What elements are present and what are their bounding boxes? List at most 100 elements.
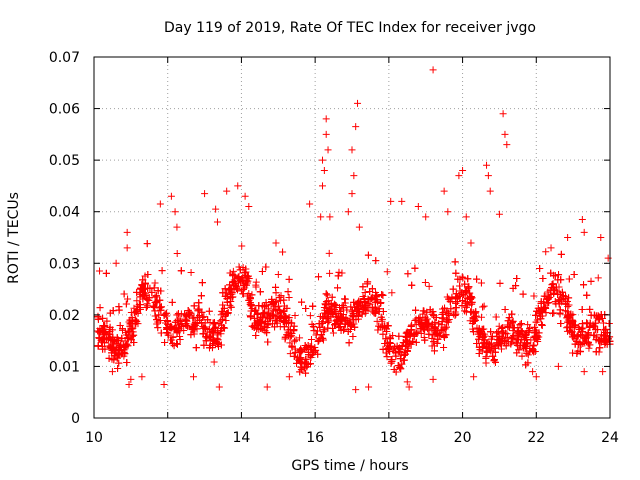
data-point	[248, 291, 256, 299]
data-point	[497, 345, 505, 353]
data-point	[318, 319, 326, 327]
data-point	[339, 304, 347, 312]
data-point	[325, 249, 333, 257]
data-point	[404, 270, 412, 278]
data-point	[412, 306, 420, 314]
data-point	[366, 288, 374, 296]
data-point	[479, 303, 487, 311]
data-point	[279, 248, 287, 256]
data-point	[118, 325, 126, 333]
data-point	[550, 289, 558, 297]
data-point	[190, 330, 198, 338]
data-point	[590, 331, 598, 339]
data-point	[551, 272, 559, 280]
data-point	[164, 320, 172, 328]
data-point	[597, 234, 605, 241]
data-point	[373, 317, 381, 325]
data-point	[377, 313, 385, 321]
y-tick-label: 0.04	[49, 205, 80, 221]
data-point	[296, 348, 304, 356]
data-point	[584, 329, 592, 337]
data-point	[562, 307, 570, 315]
data-point	[403, 328, 411, 336]
data-point	[200, 324, 208, 332]
data-point	[356, 308, 364, 316]
data-point	[425, 326, 433, 334]
data-point	[253, 310, 261, 318]
data-point	[309, 302, 317, 310]
data-point	[355, 297, 363, 305]
data-point	[151, 279, 159, 287]
data-point	[508, 310, 516, 318]
data-point	[257, 313, 265, 321]
data-point	[592, 326, 600, 334]
data-point	[200, 341, 208, 349]
data-point	[470, 373, 478, 381]
data-point	[241, 192, 249, 200]
data-point	[302, 304, 310, 312]
data-point	[411, 316, 419, 324]
data-point	[144, 284, 152, 292]
data-point	[495, 332, 503, 340]
data-point	[518, 352, 526, 360]
data-point	[235, 274, 243, 282]
data-point	[260, 303, 268, 311]
data-point	[184, 322, 192, 330]
data-point	[219, 301, 227, 309]
data-point	[579, 339, 587, 347]
data-point	[463, 295, 471, 303]
data-point	[400, 356, 408, 364]
data-point	[573, 337, 581, 345]
data-point	[319, 156, 327, 164]
data-point	[387, 197, 395, 205]
data-point	[473, 339, 481, 347]
data-point	[587, 311, 595, 319]
data-point	[539, 274, 547, 282]
data-point	[209, 329, 217, 337]
data-point	[543, 299, 551, 307]
data-point	[421, 315, 429, 323]
data-point	[246, 294, 254, 302]
data-point	[537, 298, 545, 306]
data-point	[461, 280, 469, 288]
data-point	[381, 323, 389, 331]
data-point	[428, 335, 436, 343]
data-point	[105, 354, 113, 362]
chart-title: Day 119 of 2019, Rate Of TEC Index for r…	[164, 20, 536, 36]
data-point	[533, 307, 541, 315]
y-tick-label: 0.07	[49, 50, 80, 66]
data-point	[255, 302, 263, 310]
data-point	[391, 349, 399, 357]
data-point	[475, 350, 483, 358]
data-point	[321, 309, 329, 317]
data-point	[234, 182, 242, 190]
data-point	[317, 331, 325, 339]
data-point	[108, 355, 116, 363]
data-point	[173, 249, 181, 257]
y-axis-ticks: 0 0.01 0.02 0.03 0.04 0.05 0.06 0.07	[49, 50, 610, 427]
data-point	[570, 331, 578, 339]
data-point	[138, 373, 146, 381]
data-point	[350, 172, 358, 180]
data-point	[324, 291, 332, 299]
data-point	[103, 317, 111, 325]
data-point	[447, 305, 455, 313]
data-point	[148, 288, 156, 296]
data-point	[498, 324, 506, 332]
data-point	[261, 327, 269, 335]
data-point	[291, 337, 299, 345]
data-point	[99, 345, 107, 353]
data-point	[574, 340, 582, 348]
data-point	[365, 383, 373, 391]
data-point	[383, 353, 391, 361]
data-point	[149, 302, 157, 310]
data-point	[141, 279, 149, 287]
data-point	[503, 141, 511, 149]
data-point	[556, 306, 564, 314]
data-point	[128, 332, 136, 340]
data-point	[512, 282, 520, 290]
data-point	[205, 344, 213, 352]
data-point	[578, 215, 586, 223]
data-point	[204, 316, 212, 324]
data-point	[256, 288, 264, 296]
